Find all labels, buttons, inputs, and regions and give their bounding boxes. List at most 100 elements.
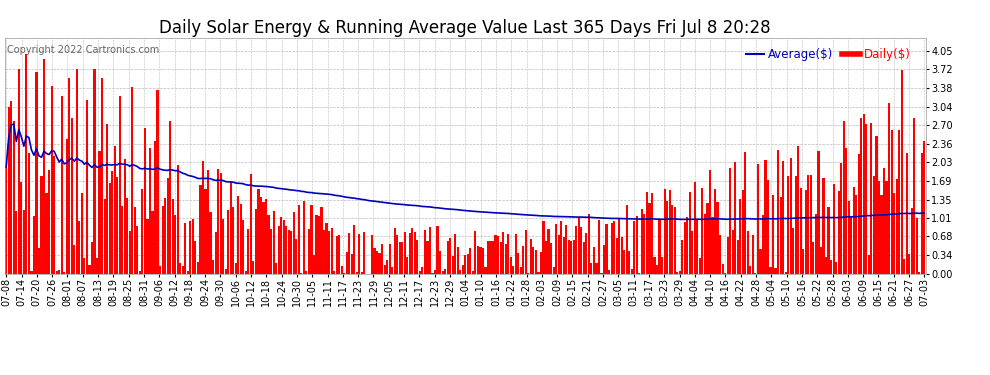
Bar — [857, 153, 860, 274]
Bar — [36, 72, 38, 274]
Bar — [126, 198, 129, 274]
Bar — [68, 78, 70, 274]
Bar — [515, 234, 517, 274]
Bar — [300, 273, 302, 274]
Bar — [502, 232, 504, 274]
Bar — [257, 189, 259, 274]
Bar — [830, 260, 833, 274]
Bar — [919, 272, 921, 274]
Bar — [156, 90, 158, 274]
Bar — [411, 228, 414, 274]
Bar — [28, 153, 30, 274]
Bar — [746, 231, 748, 274]
Bar — [764, 160, 766, 274]
Bar — [774, 268, 776, 274]
Bar — [489, 241, 492, 274]
Bar — [828, 207, 830, 274]
Bar — [424, 230, 426, 274]
Bar — [204, 189, 207, 274]
Bar — [841, 163, 842, 274]
Bar — [639, 273, 641, 274]
Bar — [121, 206, 124, 274]
Bar — [348, 233, 350, 274]
Bar — [93, 69, 96, 274]
Bar — [528, 273, 530, 274]
Bar — [73, 246, 75, 274]
Bar — [275, 264, 277, 274]
Bar — [406, 257, 408, 274]
Bar — [772, 195, 774, 274]
Bar — [595, 263, 598, 274]
Bar — [510, 257, 512, 274]
Bar — [461, 266, 464, 274]
Bar — [189, 221, 191, 274]
Bar — [740, 199, 742, 274]
Bar — [187, 271, 189, 274]
Bar — [394, 228, 396, 274]
Bar — [427, 241, 429, 274]
Bar — [543, 221, 545, 274]
Bar — [492, 241, 494, 274]
Bar — [598, 220, 600, 274]
Bar — [308, 229, 310, 274]
Bar — [230, 182, 232, 274]
Bar — [560, 221, 562, 274]
Bar — [437, 226, 439, 274]
Bar — [616, 238, 618, 274]
Bar — [658, 219, 660, 274]
Bar — [434, 270, 437, 274]
Bar — [727, 237, 729, 274]
Bar — [873, 176, 875, 274]
Bar — [464, 255, 466, 274]
Bar — [129, 231, 131, 274]
Bar — [618, 218, 621, 274]
Bar — [795, 176, 797, 274]
Bar — [835, 262, 838, 274]
Bar — [353, 225, 355, 274]
Bar — [210, 213, 212, 274]
Bar — [446, 241, 448, 274]
Bar — [634, 221, 636, 274]
Bar — [182, 266, 184, 274]
Bar — [626, 205, 628, 274]
Bar — [184, 223, 186, 274]
Bar — [8, 107, 10, 274]
Bar — [593, 248, 595, 274]
Bar — [818, 152, 820, 274]
Bar — [671, 205, 673, 274]
Bar — [777, 150, 779, 274]
Bar — [906, 153, 908, 274]
Bar — [202, 161, 204, 274]
Bar — [557, 235, 559, 274]
Bar — [459, 270, 461, 274]
Bar — [883, 168, 885, 274]
Bar — [381, 244, 383, 274]
Bar — [288, 230, 290, 274]
Bar — [26, 54, 28, 274]
Bar — [139, 271, 141, 274]
Bar — [507, 234, 509, 274]
Bar — [850, 216, 852, 274]
Bar — [316, 215, 318, 274]
Bar — [23, 210, 25, 274]
Bar — [179, 263, 181, 274]
Bar — [782, 161, 784, 274]
Bar — [578, 217, 580, 274]
Bar — [673, 207, 676, 274]
Bar — [648, 202, 650, 274]
Bar — [50, 87, 52, 274]
Bar — [623, 251, 626, 274]
Bar — [807, 175, 810, 274]
Bar — [137, 226, 139, 274]
Bar — [608, 270, 610, 274]
Bar — [552, 267, 554, 274]
Bar — [164, 198, 166, 274]
Bar — [544, 241, 547, 274]
Bar — [451, 256, 453, 274]
Bar — [749, 266, 751, 274]
Bar — [666, 201, 668, 274]
Bar — [280, 217, 282, 274]
Bar — [321, 207, 323, 274]
Bar — [439, 252, 442, 274]
Bar — [550, 243, 552, 274]
